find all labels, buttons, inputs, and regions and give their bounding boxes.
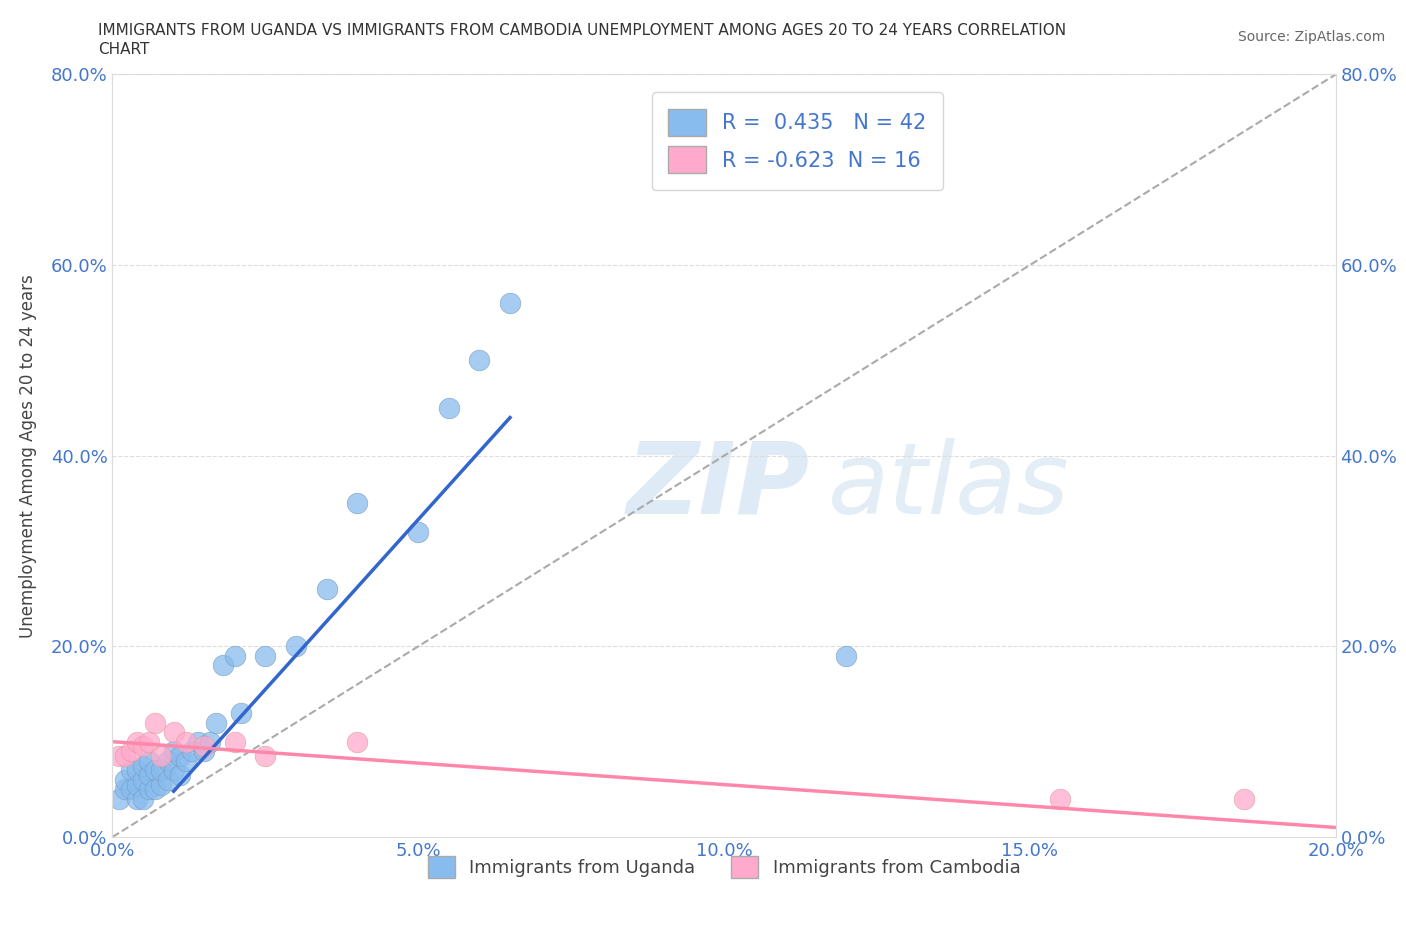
Point: [163, 724, 186, 739]
Point: [125, 735, 148, 750]
Point: [1049, 791, 1071, 806]
Point: [114, 782, 136, 797]
Point: [163, 744, 186, 759]
Y-axis label: Unemployment Among Ages 20 to 24 years: Unemployment Among Ages 20 to 24 years: [18, 273, 37, 638]
Point: [174, 753, 197, 768]
Point: [150, 763, 173, 777]
Point: [156, 772, 179, 787]
Text: atlas: atlas: [828, 438, 1070, 535]
Point: [150, 749, 173, 764]
Point: [408, 525, 430, 539]
Point: [169, 749, 191, 764]
Point: [187, 735, 209, 750]
Point: [114, 772, 136, 787]
Point: [138, 735, 160, 750]
Point: [125, 777, 148, 792]
Point: [150, 777, 173, 792]
Point: [437, 401, 460, 416]
Point: [125, 791, 148, 806]
Point: [224, 648, 246, 663]
Point: [211, 658, 233, 673]
Point: [143, 763, 166, 777]
Text: Source: ZipAtlas.com: Source: ZipAtlas.com: [1237, 30, 1385, 44]
Text: ZIP: ZIP: [626, 438, 810, 535]
Point: [346, 735, 368, 750]
Point: [132, 772, 155, 787]
Text: CHART: CHART: [98, 42, 150, 57]
Point: [138, 753, 160, 768]
Point: [1233, 791, 1256, 806]
Point: [254, 648, 277, 663]
Point: [163, 763, 186, 777]
Point: [132, 758, 155, 773]
Point: [346, 496, 368, 511]
Legend: Immigrants from Uganda, Immigrants from Cambodia: Immigrants from Uganda, Immigrants from …: [420, 849, 1028, 885]
Point: [499, 296, 522, 311]
Point: [143, 715, 166, 730]
Point: [200, 735, 222, 750]
Text: IMMIGRANTS FROM UGANDA VS IMMIGRANTS FROM CAMBODIA UNEMPLOYMENT AMONG AGES 20 TO: IMMIGRANTS FROM UGANDA VS IMMIGRANTS FRO…: [98, 23, 1067, 38]
Point: [138, 782, 160, 797]
Point: [132, 791, 155, 806]
Point: [229, 706, 252, 721]
Point: [193, 744, 215, 759]
Point: [138, 767, 160, 782]
Point: [107, 749, 129, 764]
Point: [181, 744, 204, 759]
Point: [284, 639, 308, 654]
Point: [120, 744, 142, 759]
Point: [169, 767, 191, 782]
Point: [224, 735, 246, 750]
Point: [315, 582, 337, 597]
Point: [114, 749, 136, 764]
Point: [254, 749, 277, 764]
Point: [107, 791, 129, 806]
Point: [125, 763, 148, 777]
Point: [120, 763, 142, 777]
Point: [120, 782, 142, 797]
Point: [193, 739, 215, 754]
Point: [174, 735, 197, 750]
Point: [143, 782, 166, 797]
Point: [468, 352, 491, 367]
Point: [132, 739, 155, 754]
Point: [156, 753, 179, 768]
Point: [205, 715, 228, 730]
Point: [835, 648, 858, 663]
